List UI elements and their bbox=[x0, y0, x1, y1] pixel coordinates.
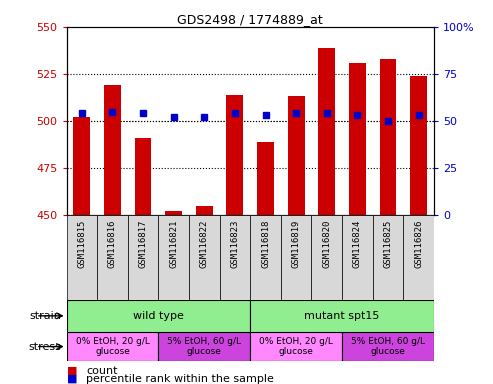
Text: wild type: wild type bbox=[133, 311, 184, 321]
Text: GSM116817: GSM116817 bbox=[139, 219, 147, 268]
Bar bbox=[73, 117, 90, 215]
Bar bbox=[410, 76, 427, 215]
Text: mutant spt15: mutant spt15 bbox=[304, 311, 380, 321]
Text: GSM116818: GSM116818 bbox=[261, 219, 270, 268]
Bar bbox=[104, 85, 121, 215]
Bar bbox=[67, 300, 250, 332]
Text: 0% EtOH, 20 g/L
glucose: 0% EtOH, 20 g/L glucose bbox=[259, 337, 333, 356]
Bar bbox=[158, 332, 250, 361]
Bar bbox=[342, 332, 434, 361]
Bar bbox=[158, 215, 189, 300]
Bar bbox=[250, 332, 342, 361]
Text: ■: ■ bbox=[67, 366, 77, 376]
Bar bbox=[349, 63, 366, 215]
Text: GSM116822: GSM116822 bbox=[200, 219, 209, 268]
Text: 5% EtOH, 60 g/L
glucose: 5% EtOH, 60 g/L glucose bbox=[351, 337, 425, 356]
Text: GSM116819: GSM116819 bbox=[291, 219, 301, 268]
Bar bbox=[67, 332, 158, 361]
Bar bbox=[373, 215, 403, 300]
Text: GSM116825: GSM116825 bbox=[384, 219, 392, 268]
Bar bbox=[67, 215, 97, 300]
Bar bbox=[196, 206, 212, 215]
Bar bbox=[250, 215, 281, 300]
Bar bbox=[189, 215, 219, 300]
Text: GSM116820: GSM116820 bbox=[322, 219, 331, 268]
Bar bbox=[342, 215, 373, 300]
Bar bbox=[97, 215, 128, 300]
Bar bbox=[403, 215, 434, 300]
Text: GSM116826: GSM116826 bbox=[414, 219, 423, 268]
Text: count: count bbox=[86, 366, 118, 376]
Text: GSM116815: GSM116815 bbox=[77, 219, 86, 268]
Text: 5% EtOH, 60 g/L
glucose: 5% EtOH, 60 g/L glucose bbox=[167, 337, 241, 356]
Text: GSM116816: GSM116816 bbox=[108, 219, 117, 268]
Bar bbox=[219, 215, 250, 300]
Bar bbox=[226, 94, 244, 215]
Bar bbox=[165, 211, 182, 215]
Text: GSM116823: GSM116823 bbox=[230, 219, 240, 268]
Bar bbox=[257, 142, 274, 215]
Text: ■: ■ bbox=[67, 374, 77, 384]
Bar bbox=[380, 59, 396, 215]
Text: 0% EtOH, 20 g/L
glucose: 0% EtOH, 20 g/L glucose bbox=[75, 337, 149, 356]
Text: strain: strain bbox=[30, 311, 62, 321]
Bar bbox=[281, 215, 312, 300]
Text: GSM116824: GSM116824 bbox=[353, 219, 362, 268]
Bar bbox=[135, 138, 151, 215]
Bar bbox=[318, 48, 335, 215]
Title: GDS2498 / 1774889_at: GDS2498 / 1774889_at bbox=[177, 13, 323, 26]
Bar bbox=[312, 215, 342, 300]
Bar bbox=[288, 96, 305, 215]
Text: GSM116821: GSM116821 bbox=[169, 219, 178, 268]
Text: stress: stress bbox=[29, 341, 62, 352]
Text: percentile rank within the sample: percentile rank within the sample bbox=[86, 374, 274, 384]
Bar bbox=[128, 215, 158, 300]
Bar bbox=[250, 300, 434, 332]
